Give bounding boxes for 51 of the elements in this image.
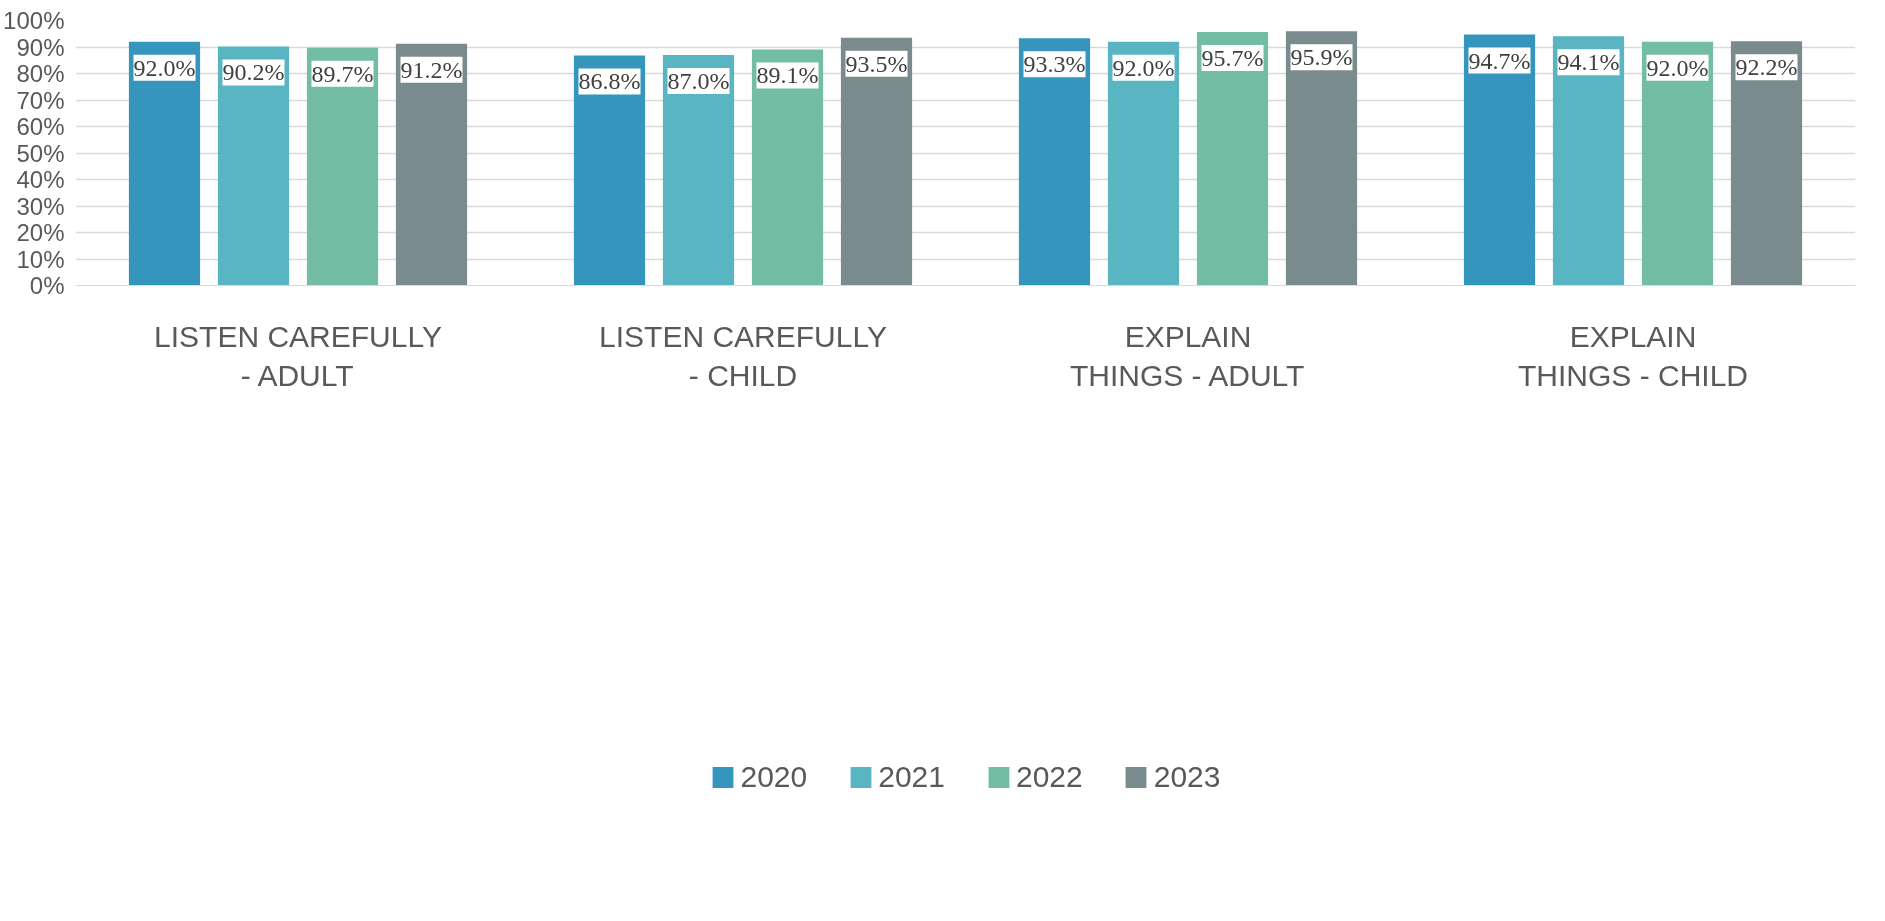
data-label: 89.1% xyxy=(756,62,819,89)
bar xyxy=(840,37,913,286)
y-tick-label: 60% xyxy=(16,113,65,140)
legend-label: 2021 xyxy=(878,759,945,794)
data-label: 95.7% xyxy=(1201,44,1264,71)
y-tick-label: 40% xyxy=(16,166,65,193)
data-label: 87.0% xyxy=(667,67,730,94)
data-label: 94.7% xyxy=(1468,47,1531,74)
bar xyxy=(1463,34,1536,286)
y-tick-label: 0% xyxy=(29,272,65,299)
y-tick-label: 30% xyxy=(16,192,65,220)
data-label: 93.5% xyxy=(845,50,908,77)
data-label: 92.0% xyxy=(133,54,196,81)
bar xyxy=(217,46,290,286)
data-label: 92.2% xyxy=(1735,54,1798,81)
data-label: 94.1% xyxy=(1557,49,1620,76)
y-tick-label: 100% xyxy=(3,7,65,34)
x-tick-label: EXPLAIN THINGS - CHILD xyxy=(1518,319,1749,393)
bar xyxy=(751,49,824,286)
legend-label: 2023 xyxy=(1153,759,1221,794)
bar xyxy=(662,54,735,286)
bar xyxy=(1196,31,1269,286)
bar xyxy=(1730,41,1803,286)
bar xyxy=(573,55,646,286)
data-label: 91.2% xyxy=(400,56,463,83)
data-label: 92.0% xyxy=(1112,54,1175,81)
bar xyxy=(306,47,379,286)
y-tick-label: 20% xyxy=(16,219,65,246)
data-label: 92.0% xyxy=(1646,54,1709,81)
x-tick-label: EXPLAIN THINGS - ADULT xyxy=(1069,319,1305,393)
legend-label: 2020 xyxy=(740,759,808,794)
legend-label: 2022 xyxy=(1016,759,1083,794)
bar xyxy=(1552,36,1625,286)
data-label: 95.9% xyxy=(1290,44,1353,71)
bar xyxy=(1285,31,1358,286)
x-tick-label: LISTEN CAREFULLY - CHILD xyxy=(599,319,887,393)
bar xyxy=(395,43,468,286)
y-tick-label: 10% xyxy=(16,245,65,273)
bar xyxy=(1641,41,1714,286)
y-tick-label: 90% xyxy=(16,33,65,61)
bar xyxy=(1107,41,1180,286)
data-label: 93.3% xyxy=(1023,51,1086,78)
y-tick-label: 70% xyxy=(16,86,65,114)
y-tick-label: 50% xyxy=(16,139,65,167)
bar xyxy=(1018,38,1091,286)
data-label: 89.7% xyxy=(311,60,374,87)
x-tick-label: LISTEN CAREFULLY - ADULT xyxy=(154,319,442,393)
data-label: 86.8% xyxy=(578,68,641,95)
data-label: 90.2% xyxy=(222,59,285,86)
y-tick-label: 80% xyxy=(16,60,65,87)
bar xyxy=(128,41,201,286)
